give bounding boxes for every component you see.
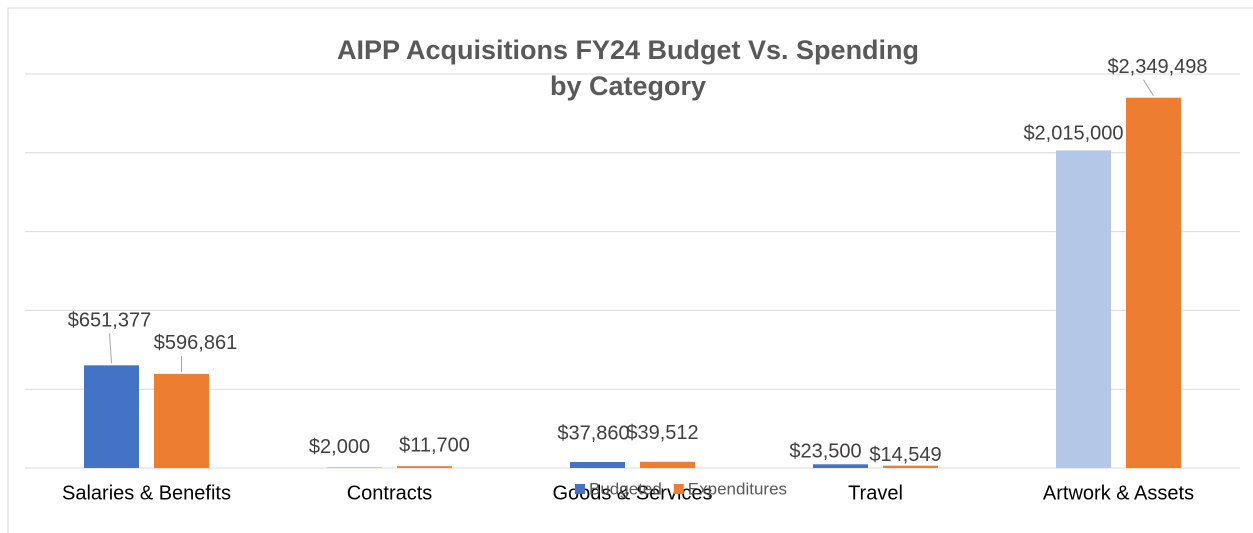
leader-line [1143,79,1154,96]
bar [640,461,695,468]
bar [1056,150,1111,468]
bar [813,464,868,468]
x-tick-label: Goods & Services [552,482,712,504]
bar [1126,97,1181,468]
data-label: $39,512 [626,422,698,444]
leader-line [109,333,112,364]
bar [397,466,452,468]
x-tick-label: Salaries & Benefits [62,482,231,504]
data-label: $2,000 [309,436,370,458]
data-label: $596,861 [154,332,237,354]
bar [154,373,209,468]
data-label: $651,377 [68,310,151,332]
data-label: $37,860 [557,422,629,444]
chart-border [7,7,1253,533]
bar [570,462,625,468]
legend-label: Expenditures [688,479,787,498]
bar [883,465,938,468]
data-label: $2,349,498 [1107,56,1207,78]
data-label: $11,700 [399,434,470,456]
x-tick-label: Travel [848,482,903,504]
data-label: $2,015,000 [1023,123,1123,145]
bar [84,365,139,468]
legend-label: Budgeted [589,479,662,498]
chart-title: AIPP Acquisitions FY24 Budget Vs. Spendi… [336,35,920,101]
legend-swatch [673,484,684,494]
data-label: $23,500 [789,441,861,463]
x-tick-label: Artwork & Assets [1043,482,1194,504]
data-label: $14,549 [869,444,941,466]
x-tick-label: Contracts [347,482,433,504]
legend-swatch [575,484,585,494]
